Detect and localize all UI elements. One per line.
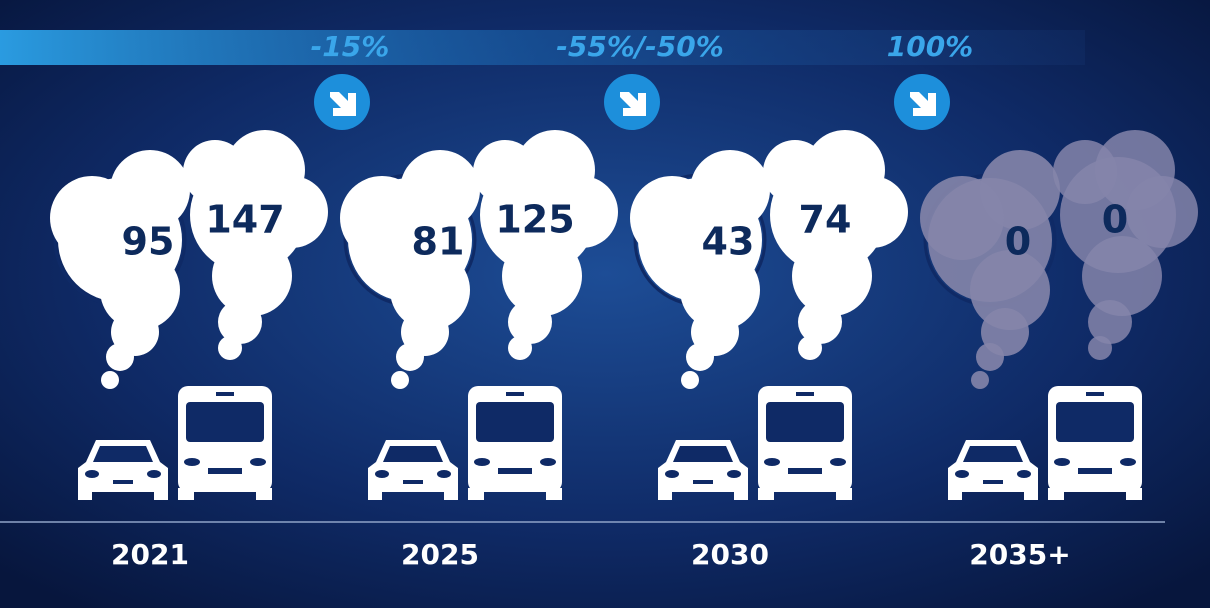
van-window (476, 402, 554, 442)
car-value: 43 (702, 220, 755, 264)
van-light (250, 458, 266, 466)
cloud (976, 343, 1004, 371)
car-grille (983, 480, 1003, 484)
car-light (147, 470, 161, 478)
year-label: 2030 (691, 538, 769, 571)
car-window (673, 446, 733, 462)
car-value: 95 (122, 220, 175, 264)
van-wheel (546, 488, 562, 500)
van-window (1056, 402, 1134, 442)
cloud (101, 371, 119, 389)
car-light (727, 470, 741, 478)
car-light (437, 470, 451, 478)
van-value: 125 (495, 198, 574, 242)
van-grille (208, 468, 242, 474)
car-window (93, 446, 153, 462)
cloud (218, 336, 242, 360)
van-light (540, 458, 556, 466)
car-light (955, 470, 969, 478)
cloud (1088, 336, 1112, 360)
car-light (375, 470, 389, 478)
van-wheel (178, 488, 194, 500)
cloud (391, 371, 409, 389)
van-light (764, 458, 780, 466)
van-light (184, 458, 200, 466)
van-wheel (758, 488, 774, 500)
cloud (686, 343, 714, 371)
car-light (85, 470, 99, 478)
reduction-label: 100% (887, 30, 974, 63)
van-wheel (256, 488, 272, 500)
car-value: 0 (1005, 220, 1031, 264)
van-roof-light (216, 392, 234, 396)
van-window (186, 402, 264, 442)
page: {"reductions": ["-15%", "-55%/-50%", "10… (0, 0, 1210, 608)
cloud (1126, 176, 1198, 248)
infographic: -15% -55%/-50% 100% 95 147 2021 81 125 2025 43 74 2… (0, 0, 1210, 608)
van-roof-light (796, 392, 814, 396)
reduction-label: -55%/-50% (556, 30, 724, 63)
van-roof-light (1086, 392, 1104, 396)
van-grille (788, 468, 822, 474)
van-window (766, 402, 844, 442)
van-light (474, 458, 490, 466)
year-label: 2021 (111, 538, 189, 571)
van-grille (1078, 468, 1112, 474)
van-value: 147 (205, 198, 284, 242)
cloud (396, 343, 424, 371)
cloud (508, 336, 532, 360)
cloud (681, 371, 699, 389)
car-window (383, 446, 443, 462)
car-value: 81 (412, 220, 465, 264)
cloud (971, 371, 989, 389)
van-light (1054, 458, 1070, 466)
year-label: 2025 (401, 538, 479, 571)
year-label: 2035+ (969, 538, 1070, 571)
car-light (1017, 470, 1031, 478)
van-light (1120, 458, 1136, 466)
cloud (920, 176, 1004, 260)
van-wheel (836, 488, 852, 500)
car-grille (403, 480, 423, 484)
van-value: 0 (1102, 198, 1128, 242)
van-wheel (1126, 488, 1142, 500)
cloud (798, 336, 822, 360)
van-value: 74 (799, 198, 852, 242)
cloud (106, 343, 134, 371)
van-light (830, 458, 846, 466)
car-grille (113, 480, 133, 484)
car-light (665, 470, 679, 478)
reduction-label: -15% (311, 30, 390, 63)
car-grille (693, 480, 713, 484)
van-grille (498, 468, 532, 474)
van-wheel (1048, 488, 1064, 500)
van-roof-light (506, 392, 524, 396)
car-window (963, 446, 1023, 462)
van-wheel (468, 488, 484, 500)
